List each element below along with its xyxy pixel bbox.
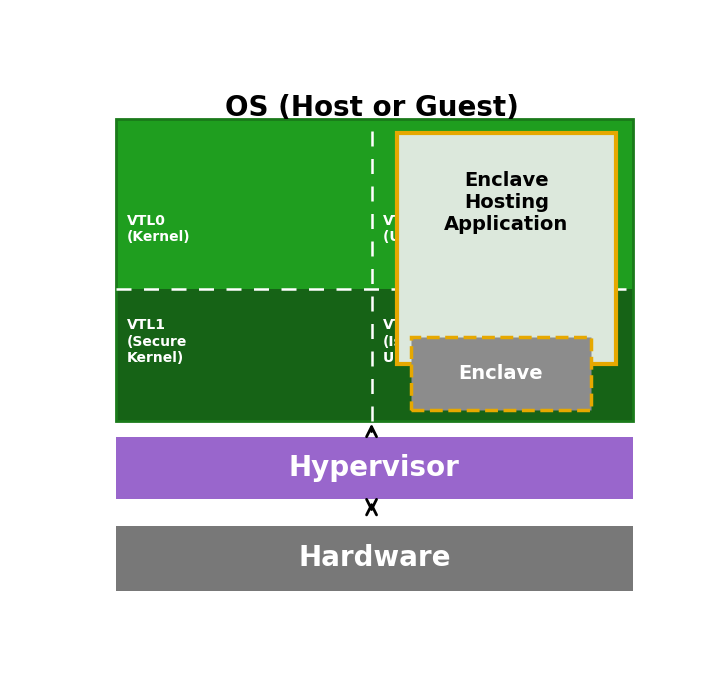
Text: VTL0
(User Mode): VTL0 (User Mode) xyxy=(383,214,479,244)
Text: Enclave: Enclave xyxy=(458,364,543,383)
Bar xyxy=(116,119,633,421)
Text: VTL1
(Secure
Kernel): VTL1 (Secure Kernel) xyxy=(127,318,188,365)
Text: OS (Host or Guest): OS (Host or Guest) xyxy=(225,94,518,122)
Text: Enclave
Hosting
Application: Enclave Hosting Application xyxy=(444,171,568,234)
Bar xyxy=(116,437,633,499)
Text: VTL0
(Kernel): VTL0 (Kernel) xyxy=(127,214,191,244)
Bar xyxy=(411,337,591,410)
Text: Hypervisor: Hypervisor xyxy=(289,454,460,482)
Bar xyxy=(116,526,633,591)
Text: Hardware: Hardware xyxy=(298,545,451,573)
Bar xyxy=(397,132,616,364)
Text: VTL1
(Isolated
User Mode): VTL1 (Isolated User Mode) xyxy=(383,318,473,365)
Bar xyxy=(116,119,633,289)
Bar xyxy=(116,289,633,421)
